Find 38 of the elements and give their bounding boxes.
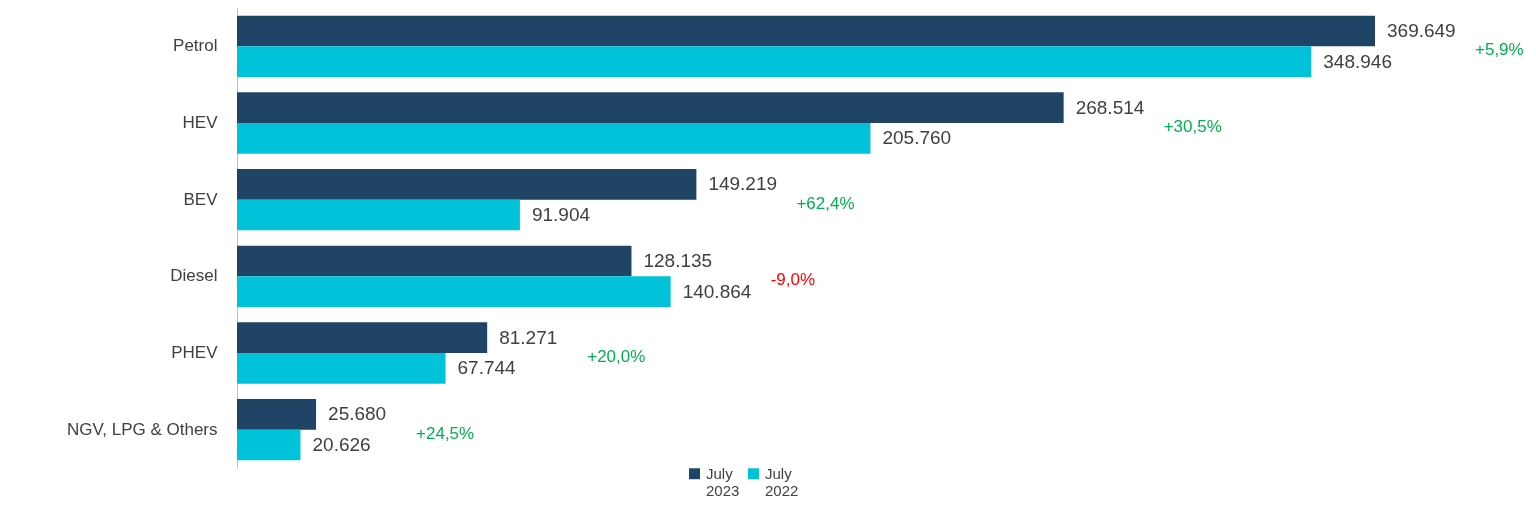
data-label: 128.135: [643, 250, 713, 271]
data-label: 149.219: [708, 173, 778, 195]
bar: [237, 353, 446, 384]
bar: [237, 276, 671, 307]
bar: [237, 92, 1064, 123]
annotation: +24,5%: [416, 423, 475, 443]
legend-label: July 2022: [765, 464, 799, 499]
data-label: 369.649: [1387, 20, 1456, 41]
bar: [237, 322, 488, 353]
bar: [237, 123, 871, 154]
annotation: -9,0%: [770, 270, 816, 290]
bar: [237, 399, 317, 430]
y-tick-label: PHEV: [171, 343, 219, 362]
annotation: +20,0%: [587, 347, 646, 366]
data-label: 268.514: [1075, 96, 1145, 118]
annotation: +30,5%: [1163, 117, 1222, 136]
bar: [237, 429, 301, 461]
annotation: +62,4%: [796, 193, 855, 213]
bar: [237, 199, 520, 231]
y-tick-label: NGV, LPG & Others: [66, 419, 218, 439]
bar: [237, 15, 1375, 47]
y-tick-label: Diesel: [170, 266, 218, 286]
text: +5,9%: [1475, 40, 1524, 60]
data-label: 140.864: [682, 280, 752, 302]
data-label: 25.680: [328, 403, 387, 425]
data-label: 20.626: [312, 434, 371, 455]
bar: [237, 245, 632, 277]
y-tick-label: BEV: [183, 189, 219, 209]
data-label: 81.271: [499, 326, 558, 348]
y-tick-label: Petrol: [173, 36, 218, 56]
data-label: 67.744: [457, 357, 517, 379]
legend-label: July 2023: [706, 464, 740, 499]
bar: [237, 169, 697, 200]
data-label: 205.760: [882, 127, 952, 149]
y-tick-label: HEV: [182, 113, 219, 132]
data-label: 91.904: [531, 204, 591, 225]
bar: [237, 46, 1312, 77]
data-label: 348.946: [1323, 50, 1392, 72]
